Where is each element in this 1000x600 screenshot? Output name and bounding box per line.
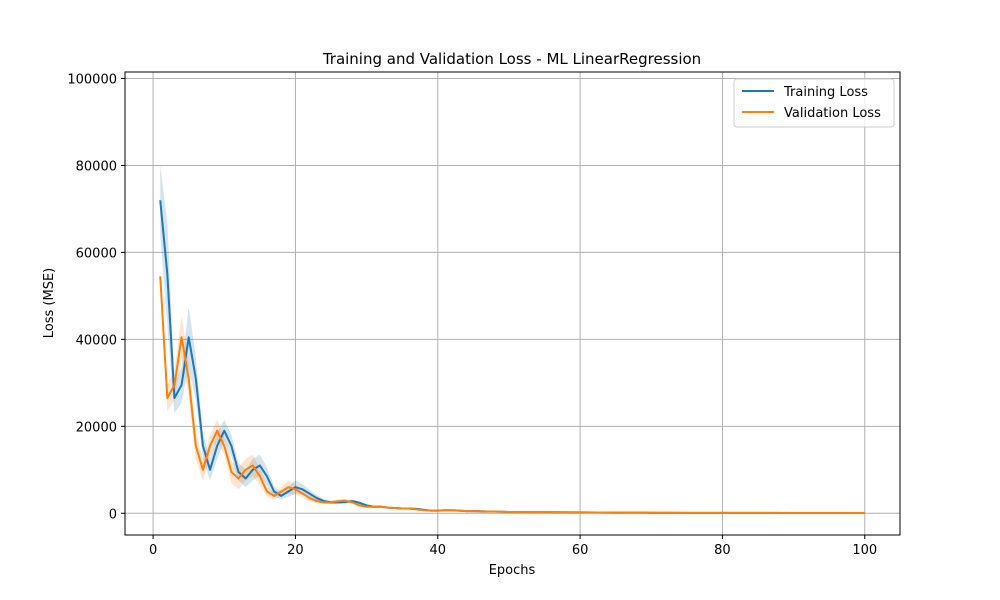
legend: Training Loss Validation Loss — [733, 78, 895, 128]
x-tick-label: 40 — [430, 543, 447, 558]
chart-title: Training and Validation Loss - ML Linear… — [322, 50, 701, 68]
grid — [125, 72, 900, 535]
y-tick-label: 20000 — [76, 420, 117, 435]
x-tick-label: 100 — [852, 543, 877, 558]
y-tick-label: 60000 — [76, 246, 117, 261]
x-tick-label: 80 — [714, 543, 731, 558]
plot-frame — [124, 71, 901, 536]
y-axis-label: Loss (MSE) — [42, 268, 57, 338]
series-lines — [159, 200, 865, 515]
x-tick-label: 60 — [572, 543, 589, 558]
x-tick-label: 20 — [287, 543, 304, 558]
legend-label-0: Training Loss — [783, 85, 868, 100]
x-tick-label: 0 — [149, 543, 157, 558]
series-line-1 — [159, 276, 865, 515]
legend-label-1: Validation Loss — [784, 106, 881, 121]
y-tick-label: 80000 — [76, 159, 117, 174]
y-tick-label: 100000 — [67, 73, 117, 88]
x-ticks: 0 20 40 60 80 100 — [149, 535, 877, 558]
y-tick-label: 40000 — [76, 333, 117, 348]
y-tick-label: 0 — [109, 507, 117, 522]
x-axis-label: Epochs — [489, 563, 536, 578]
y-ticks: 0 20000 40000 60000 80000 100000 — [67, 73, 125, 522]
